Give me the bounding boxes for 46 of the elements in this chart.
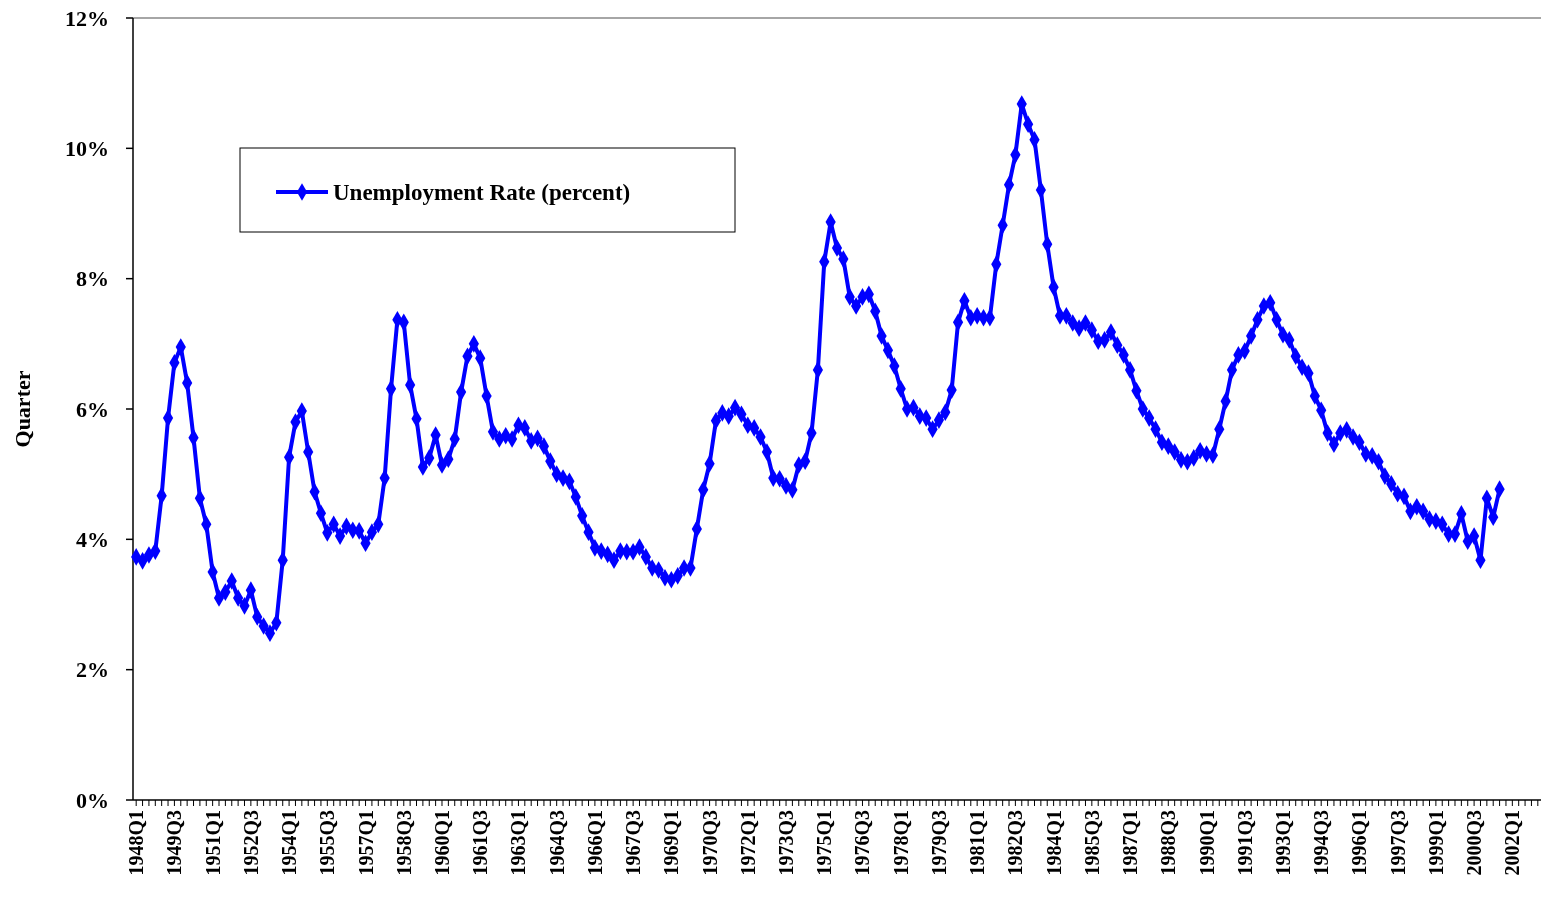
x-tick-label: 1990Q1 — [1195, 810, 1218, 876]
y-axis-title: Quarter — [10, 370, 35, 448]
y-tick-label: 2% — [76, 657, 109, 683]
y-tick-label: 12% — [65, 5, 109, 31]
y-tick-label: 6% — [76, 396, 109, 422]
x-tick-label: 1996Q1 — [1348, 810, 1371, 876]
x-tick-label: 1979Q3 — [927, 810, 950, 876]
x-tick-label: 1964Q3 — [545, 810, 568, 876]
x-tick-label: 1985Q3 — [1080, 810, 1103, 876]
x-tick-label: 1969Q1 — [660, 810, 683, 876]
x-tick-label: 1960Q1 — [431, 810, 453, 876]
legend-label: Unemployment Rate (percent) — [333, 180, 631, 206]
x-tick-label: 1975Q1 — [813, 810, 836, 876]
y-tick-label: 0% — [76, 787, 109, 813]
x-tick-label: 1957Q1 — [354, 810, 377, 876]
x-tick-label: 1954Q1 — [278, 810, 301, 876]
x-tick-label: 2002Q1 — [1501, 810, 1524, 876]
x-tick-label: 1955Q3 — [316, 810, 339, 876]
y-tick-label: 10% — [65, 136, 109, 162]
x-tick-label: 2000Q3 — [1463, 810, 1486, 876]
x-tick-label: 1972Q1 — [736, 810, 759, 876]
x-tick-label: 1973Q3 — [775, 810, 798, 876]
x-tick-label: 1981Q1 — [966, 810, 989, 876]
x-tick-label: 1958Q3 — [392, 810, 415, 876]
x-tick-label: 1999Q1 — [1424, 810, 1447, 876]
y-tick-label: 8% — [76, 266, 109, 292]
x-tick-label: 1970Q3 — [698, 810, 721, 876]
x-tick-label: 1997Q3 — [1386, 810, 1409, 876]
x-tick-label: 1991Q3 — [1233, 810, 1256, 876]
x-tick-label: 1994Q3 — [1310, 810, 1333, 876]
x-tick-label: 1963Q1 — [507, 810, 530, 876]
x-tick-label: 1987Q1 — [1119, 810, 1142, 876]
x-tick-label: 1978Q1 — [889, 810, 912, 876]
x-tick-label: 1951Q1 — [201, 810, 224, 876]
x-tick-label: 1949Q3 — [163, 810, 186, 876]
x-tick-label: 1952Q3 — [239, 810, 262, 876]
x-tick-label: 1993Q1 — [1271, 810, 1294, 876]
x-tick-label: 1948Q1 — [125, 810, 148, 876]
x-tick-label: 1984Q1 — [1042, 810, 1065, 876]
y-tick-label: 4% — [76, 527, 109, 553]
x-tick-label: 1982Q3 — [1004, 810, 1027, 876]
x-tick-label: 1966Q1 — [583, 810, 606, 876]
x-tick-label: 1961Q3 — [469, 810, 492, 876]
x-tick-label: 1988Q3 — [1157, 810, 1180, 876]
x-tick-label: 1967Q3 — [622, 810, 645, 876]
x-tick-label: 1976Q3 — [851, 810, 874, 876]
